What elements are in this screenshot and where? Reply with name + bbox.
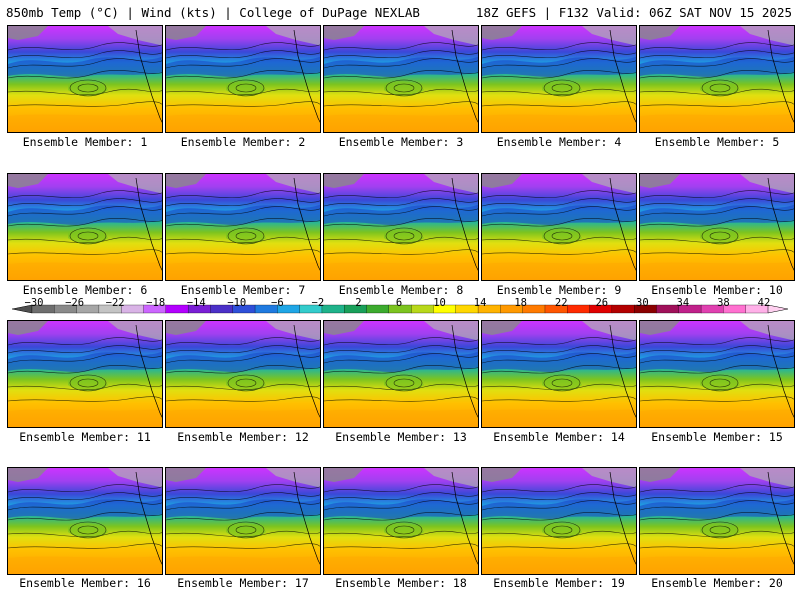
ensemble-member-map	[481, 467, 637, 575]
colorbar-tick-label: −26	[65, 297, 85, 309]
ensemble-member-map	[323, 320, 479, 428]
temperature-wind-map	[482, 26, 636, 132]
ensemble-member-map	[639, 467, 795, 575]
ensemble-member-map	[481, 320, 637, 428]
ensemble-member-map	[7, 467, 163, 575]
colorbar-swatch	[366, 304, 390, 314]
temperature-wind-map	[482, 174, 636, 280]
ensemble-member-label: Ensemble Member: 5	[654, 135, 780, 149]
temperature-wind-map	[324, 321, 478, 427]
colorbar-swatch	[165, 304, 189, 314]
ensemble-member-label: Ensemble Member: 9	[496, 283, 622, 297]
ensemble-member-map	[323, 25, 479, 133]
colorbar-tick-label: 30	[636, 297, 649, 309]
temperature-wind-map	[640, 26, 794, 132]
temperature-wind-map	[482, 321, 636, 427]
ensemble-member-label: Ensemble Member: 7	[180, 283, 306, 297]
ensemble-member-map	[639, 25, 795, 133]
colorbar-svg	[11, 304, 789, 314]
colorbar-tick-label: 38	[717, 297, 730, 309]
ensemble-member-label: Ensemble Member: 18	[335, 576, 467, 590]
ensemble-member-label: Ensemble Member: 16	[19, 576, 151, 590]
colorbar-tick-label: 26	[595, 297, 609, 309]
colorbar-tick-label: −14	[186, 297, 206, 309]
colorbar-max-arrow	[767, 304, 789, 314]
ensemble-member-label: Ensemble Member: 2	[180, 135, 306, 149]
ensemble-member-map	[7, 320, 163, 428]
colorbar-tick-label: −2	[311, 297, 325, 309]
ensemble-member-label: Ensemble Member: 4	[496, 135, 622, 149]
ensemble-member-map	[7, 173, 163, 281]
temperature-wind-map	[640, 174, 794, 280]
colorbar-tick-label: −22	[105, 297, 125, 309]
header: 850mb Temp (°C) | Wind (kts) | College o…	[0, 0, 800, 24]
ensemble-member-map	[481, 173, 637, 281]
temperature-wind-map	[324, 174, 478, 280]
run-valid-time: 18Z GEFS | F132 Valid: 06Z SAT NOV 15 20…	[475, 5, 792, 20]
ensemble-member-label: Ensemble Member: 10	[651, 283, 783, 297]
ensemble-member-label: Ensemble Member: 11	[19, 430, 151, 444]
colorbar-swatch	[611, 304, 635, 314]
temperature-wind-map	[482, 468, 636, 574]
ensemble-member-label: Ensemble Member: 8	[338, 283, 464, 297]
colorbar-tick-label: 14	[473, 297, 487, 309]
ensemble-member-label: Ensemble Member: 20	[651, 576, 783, 590]
ensemble-member-label: Ensemble Member: 3	[338, 135, 464, 149]
temperature-wind-map	[324, 468, 478, 574]
temperature-wind-map	[640, 468, 794, 574]
colorbar-tick-label: 34	[676, 297, 690, 309]
ensemble-member-label: Ensemble Member: 15	[651, 430, 783, 444]
ensemble-member-label: Ensemble Member: 12	[177, 430, 309, 444]
ensemble-member-map	[165, 320, 321, 428]
ensemble-member-map	[323, 173, 479, 281]
ensemble-member-label: Ensemble Member: 1	[22, 135, 148, 149]
temperature-wind-map	[166, 174, 320, 280]
product-title: 850mb Temp (°C) | Wind (kts) | College o…	[6, 5, 420, 20]
colorbar-tick-label: 6	[395, 297, 403, 309]
ensemble-member-map	[165, 25, 321, 133]
colorbar-swatch	[121, 304, 144, 314]
colorbar-swatch	[567, 304, 591, 314]
ensemble-member-map	[165, 173, 321, 281]
temperature-wind-map	[640, 321, 794, 427]
temperature-colorbar	[0, 296, 800, 320]
ensemble-member-label: Ensemble Member: 13	[335, 430, 467, 444]
colorbar-tick-label: −30	[24, 297, 44, 309]
colorbar-tick-label: 42	[757, 297, 771, 309]
colorbar-tick-label: −10	[227, 297, 247, 309]
ensemble-member-map	[481, 25, 637, 133]
temperature-wind-map	[8, 174, 162, 280]
temperature-wind-map	[166, 321, 320, 427]
colorbar-swatch	[411, 304, 434, 314]
temperature-wind-map	[8, 321, 162, 427]
colorbar-tick-label: 18	[514, 297, 527, 309]
ensemble-member-map	[639, 320, 795, 428]
colorbar-tick-label: 22	[554, 297, 568, 309]
colorbar-tick-label: −6	[271, 297, 284, 309]
ensemble-member-map	[639, 173, 795, 281]
ensemble-member-label: Ensemble Member: 19	[493, 576, 625, 590]
ensemble-member-map	[323, 467, 479, 575]
ensemble-member-label: Ensemble Member: 14	[493, 430, 625, 444]
colorbar-swatch	[321, 304, 345, 314]
colorbar-tick-label: 10	[433, 297, 446, 309]
temperature-wind-map	[8, 26, 162, 132]
temperature-wind-map	[8, 468, 162, 574]
colorbar-tick-label: −18	[146, 297, 166, 309]
colorbar-tick-label: 2	[355, 297, 362, 309]
temperature-wind-map	[166, 468, 320, 574]
ensemble-member-map	[165, 467, 321, 575]
ensemble-member-map	[7, 25, 163, 133]
ensemble-member-label: Ensemble Member: 6	[22, 283, 148, 297]
ensemble-member-label: Ensemble Member: 17	[177, 576, 309, 590]
temperature-wind-map	[166, 26, 320, 132]
temperature-wind-map	[324, 26, 478, 132]
